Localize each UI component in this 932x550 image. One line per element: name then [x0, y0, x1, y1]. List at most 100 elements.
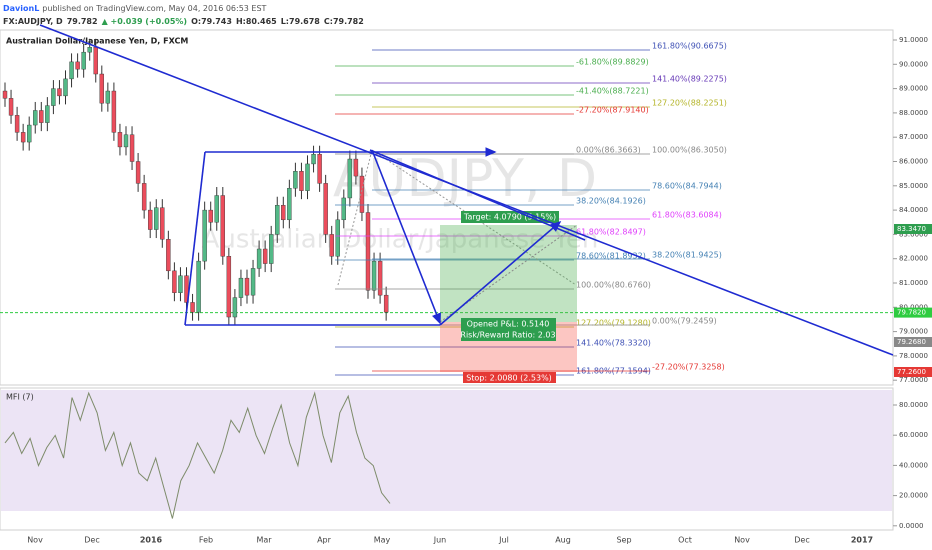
price-tick-label: 82.0000 [899, 255, 928, 263]
fib-label: -27.20%(87.9140) [576, 106, 649, 115]
candle [135, 161, 141, 184]
price-tick-label: 86.0000 [899, 158, 928, 166]
candle [275, 205, 280, 235]
time-tick-label: Dec [794, 536, 809, 545]
ratio-label: Risk/Reward Ratio: 2.03 [460, 331, 555, 340]
candle [196, 260, 201, 313]
candle [335, 219, 340, 257]
price-tick-label: 83.0000 [899, 230, 928, 238]
price-tick-label: 90.0000 [899, 60, 928, 68]
time-tick-label: Jun [433, 536, 447, 545]
time-tick-label: May [374, 536, 391, 545]
price-tick-label: 87.0000 [899, 133, 928, 141]
time-tick-label: Feb [199, 536, 213, 545]
candle [8, 98, 14, 116]
time-tick-label: Nov [27, 536, 43, 545]
trendline [369, 149, 586, 241]
price-tick-label: 80.0000 [899, 303, 928, 311]
candle [256, 248, 262, 269]
candle [57, 88, 62, 97]
header-line: FX:AUDJPY, D 79.782 ▲ +0.039 (+0.05%) O:79.… [3, 17, 364, 26]
price-tag [894, 337, 932, 347]
fib-label: 141.40%(89.2275) [652, 75, 727, 84]
candle [365, 212, 371, 291]
candle [69, 61, 74, 80]
fib-label: 78.60%(81.8932) [576, 252, 646, 261]
fib-label: -27.20%(77.3258) [652, 363, 725, 372]
ohlc-low: L:79.678 [281, 17, 321, 26]
published: published on TradingView.com, May 04, 20… [42, 4, 266, 13]
candle [111, 90, 117, 133]
candle [39, 110, 44, 123]
candle [178, 275, 183, 293]
candle [214, 195, 219, 223]
candle [232, 297, 238, 318]
last: 79.782 [67, 17, 98, 26]
candle [81, 51, 86, 70]
candle [262, 248, 268, 264]
candle [281, 205, 286, 221]
fib-label: 161.80%(90.6675) [652, 42, 727, 51]
time-tick-label: Sep [616, 536, 631, 545]
candle [359, 175, 365, 213]
projection [439, 220, 562, 326]
candle [208, 209, 213, 223]
price-tick-label: 81.0000 [899, 279, 928, 287]
mfi-tick-label: 40.0000 [899, 461, 928, 469]
fib-label: 61.80%(82.8497) [576, 228, 646, 237]
projection [371, 149, 441, 325]
price-tick-label: 91.0000 [899, 36, 928, 44]
fib-label: 38.20%(84.1926) [576, 197, 646, 206]
time-tick-label: Nov [734, 536, 750, 545]
target-box [461, 211, 559, 223]
change: ▲ +0.039 (+0.05%) [102, 17, 188, 26]
candle [160, 207, 165, 240]
candle [14, 115, 20, 133]
candle [341, 197, 346, 221]
price-tick-label: 79.0000 [899, 328, 928, 336]
fib-label: 100.00%(80.6760) [576, 281, 651, 290]
price-tag-label: 79.2680 [897, 338, 926, 346]
candle [238, 277, 244, 298]
main-pane [0, 29, 894, 386]
candle [220, 195, 226, 257]
candle [105, 90, 111, 104]
price-tag [894, 224, 932, 234]
candle [244, 277, 250, 296]
price-tick-label: 88.0000 [899, 109, 928, 117]
price-tag-label: 83.3470 [897, 225, 926, 233]
channel-left [184, 151, 206, 326]
mfi-tick-label: 80.0000 [899, 401, 928, 409]
candle [87, 47, 92, 53]
fib-label: -41.40%(88.7221) [576, 87, 649, 96]
candle [371, 260, 377, 291]
candle [353, 158, 359, 177]
chart-title: Australian Dollar/Japanese Yen, D, FXCM [6, 37, 188, 46]
stop-box [463, 372, 556, 383]
fib-label: 0.00%(79.2459) [652, 317, 717, 326]
price-tag [894, 307, 932, 318]
candle [99, 73, 105, 104]
candle [329, 234, 334, 257]
watermark: AUDJPY, D [333, 149, 597, 209]
candle [317, 154, 322, 184]
candle [250, 268, 256, 296]
price-tick-label: 84.0000 [899, 206, 928, 214]
stop-label: Stop: 2.0080 (2.53%) [466, 374, 552, 383]
fib-label: 127.20%(79.1280) [576, 319, 651, 328]
price-tag [894, 367, 932, 377]
candle [2, 90, 8, 99]
candle [287, 188, 292, 221]
candle [377, 260, 383, 296]
candle [51, 88, 56, 106]
target-label: Target: 4.0790 (5.15%) [463, 213, 556, 222]
mfi-label: MFI (7) [6, 393, 34, 402]
candle [75, 61, 80, 70]
candle [20, 132, 26, 143]
fib-label: 127.20%(88.2251) [652, 99, 727, 108]
fib-label: 0.00%(86.3663) [576, 146, 641, 155]
price-tag-label: 79.7820 [897, 309, 926, 317]
time-tick-label: Oct [678, 536, 692, 545]
candle [45, 105, 50, 123]
